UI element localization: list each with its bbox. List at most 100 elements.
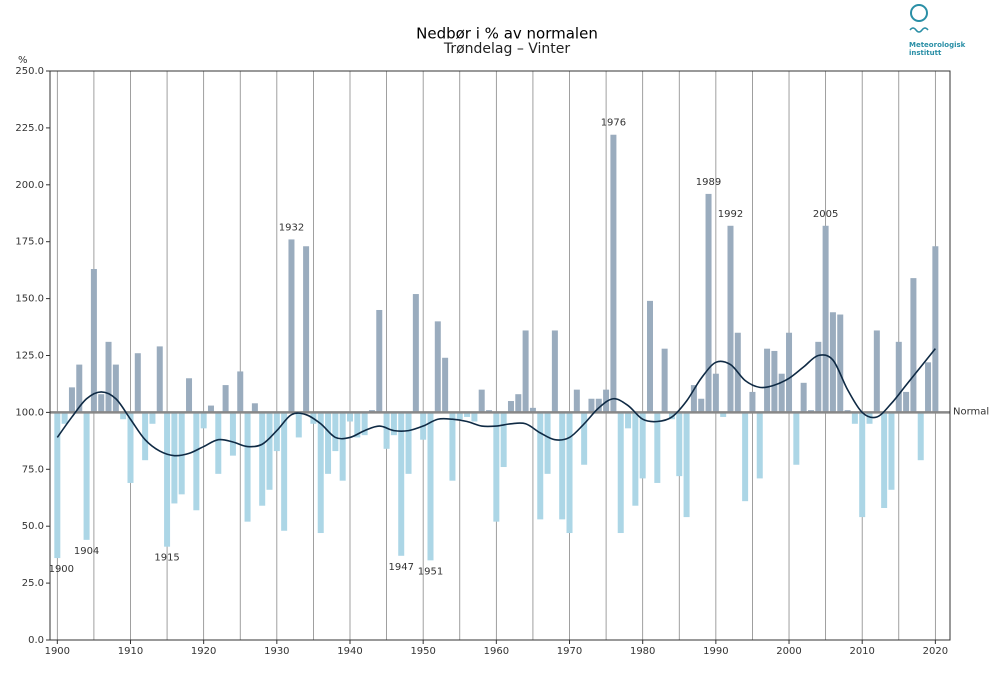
logo-text: institutt (909, 49, 942, 57)
bar (881, 412, 888, 508)
bar (566, 412, 573, 534)
bar (559, 412, 566, 520)
bar (588, 398, 595, 413)
bar (83, 412, 90, 540)
bar (156, 346, 163, 413)
bar (683, 412, 690, 518)
bar (347, 412, 353, 422)
bar (932, 246, 939, 413)
bar (720, 412, 727, 417)
bar (456, 412, 463, 420)
x-tick-label: 2000 (776, 646, 801, 657)
bar (866, 412, 873, 424)
bar (500, 412, 507, 468)
bar (859, 412, 866, 518)
x-tick-label: 1960 (484, 646, 509, 657)
bar (332, 412, 339, 452)
bar (793, 412, 800, 465)
bar (186, 378, 193, 413)
bar (288, 239, 295, 413)
x-tick-label: 1970 (557, 646, 582, 657)
bar (434, 321, 441, 413)
annotation: 1951 (418, 566, 443, 577)
bar (90, 269, 97, 413)
reference-label: Normal (953, 406, 989, 417)
bar (222, 385, 229, 413)
bar (464, 412, 471, 417)
y-tick-label: 200.0 (15, 180, 44, 191)
bar (661, 348, 668, 413)
bar (105, 341, 112, 413)
bar (895, 341, 902, 413)
bar (654, 412, 661, 483)
bar (617, 412, 624, 534)
bar (698, 398, 705, 413)
bar (595, 398, 602, 413)
bar (229, 412, 236, 456)
bar (149, 412, 156, 424)
bar (112, 364, 119, 413)
bar (800, 382, 807, 413)
bar (339, 412, 346, 481)
bar (98, 394, 105, 413)
bar (668, 412, 675, 420)
bar (266, 412, 273, 490)
bar (712, 373, 719, 413)
y-tick-label: 150.0 (15, 294, 44, 305)
bar (281, 412, 288, 531)
bar (603, 389, 610, 413)
bar (398, 412, 405, 556)
bar (917, 412, 924, 461)
bar (478, 389, 485, 413)
bar (354, 412, 361, 438)
bar (573, 389, 580, 413)
bar (61, 412, 68, 424)
y-tick-label: 50.0 (22, 521, 44, 532)
bar (427, 412, 434, 561)
x-tick-label: 1900 (45, 646, 70, 657)
bar (361, 412, 368, 436)
bar (829, 312, 836, 413)
bar (544, 412, 551, 474)
bar (551, 330, 558, 413)
bar (120, 412, 127, 420)
bar (639, 412, 646, 479)
bar (259, 412, 266, 506)
bar (873, 330, 880, 413)
bar (325, 412, 332, 474)
y-tick-label: 225.0 (15, 123, 44, 134)
plot-frame (49, 70, 951, 641)
bar (244, 412, 251, 522)
bar (647, 300, 653, 413)
x-tick-label: 1910 (118, 646, 143, 657)
bar (507, 401, 514, 413)
y-tick-label: 75.0 (22, 464, 44, 475)
bar (851, 412, 858, 424)
y-tick-label: 175.0 (15, 237, 44, 248)
bar (705, 193, 712, 413)
bar (756, 412, 763, 479)
bar (237, 371, 244, 413)
bar (888, 412, 895, 490)
bar (771, 350, 778, 413)
x-tick-label: 2010 (849, 646, 874, 657)
bar (690, 385, 697, 413)
bar (207, 405, 214, 413)
logo-text: Meteorologisk (909, 41, 966, 49)
bar (215, 412, 222, 474)
bar (200, 412, 207, 429)
bar (76, 364, 83, 413)
bar (625, 412, 632, 429)
annotation: 1900 (49, 564, 74, 575)
bar (910, 278, 917, 413)
bar (471, 412, 478, 422)
bar (164, 412, 171, 547)
chart-subtitle: Trøndelag – Vinter (443, 41, 571, 57)
bar (376, 309, 383, 413)
annotation: 1976 (601, 118, 626, 129)
bar (142, 412, 149, 461)
annotation: 1904 (74, 546, 99, 557)
x-tick-label: 1990 (703, 646, 728, 657)
bar (610, 134, 617, 413)
bar (903, 391, 910, 413)
